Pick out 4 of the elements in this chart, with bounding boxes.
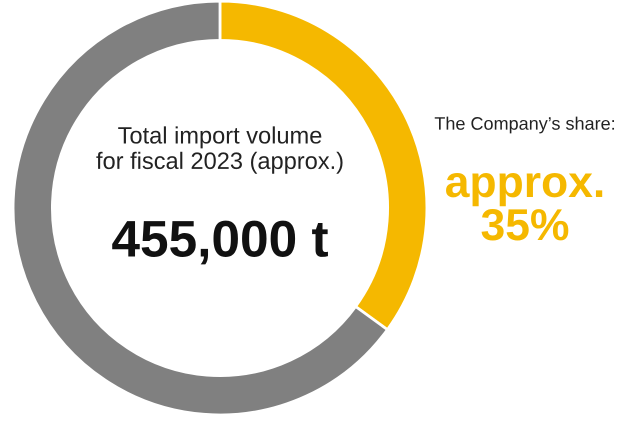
text: Total import volume for fiscal 2023 (approx.) [96, 126, 343, 174]
text: The Company’s share: [434, 116, 614, 134]
data-label: approx. 35% [446, 172, 602, 241]
text: 455,000 t [112, 220, 328, 264]
